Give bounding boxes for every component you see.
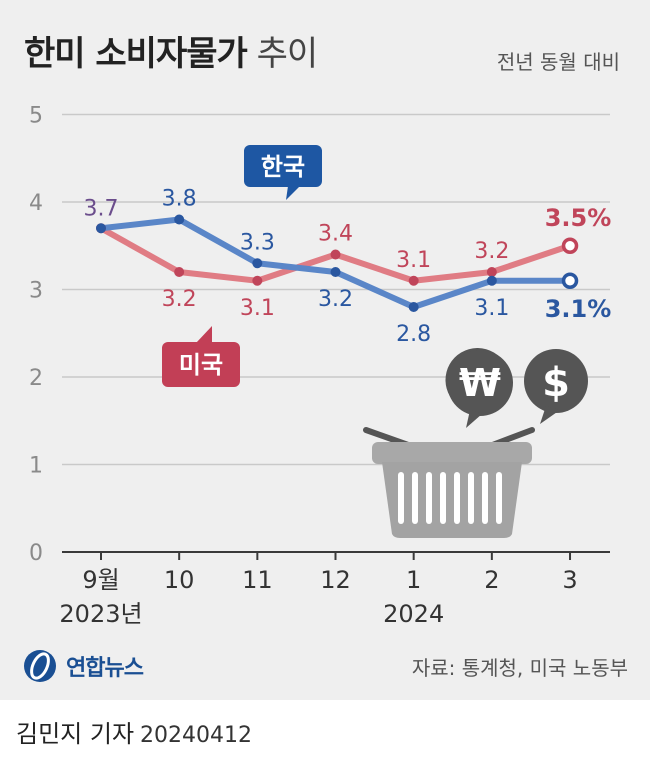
x-tick-label: 11 (242, 566, 273, 594)
data-point-end (561, 272, 579, 289)
year-label: 2024 (383, 600, 444, 628)
brand-name: 연합뉴스 (66, 656, 144, 681)
data-point (174, 267, 185, 277)
title-bold: 한미 소비자물가 (24, 34, 248, 74)
source-note: 자료: 통계청, 미국 노동부 (411, 656, 628, 680)
y-tick-label: 1 (29, 454, 43, 479)
data-point (330, 267, 341, 277)
legend-callout-us: 미국 (162, 326, 240, 387)
data-point-end (561, 237, 579, 254)
data-point (408, 275, 419, 286)
title-light: 추이 (256, 34, 319, 74)
won-coin-icon: ₩ (445, 348, 513, 428)
chart-title: 한미 소비자물가 추이 (24, 26, 319, 75)
date: 20240412 (140, 723, 253, 748)
byline: 김민지 기자 20240412 (16, 714, 252, 749)
data-label: 3.2 (474, 239, 509, 264)
data-point (96, 223, 106, 234)
year-label: 2023년 (59, 600, 142, 628)
data-label: 3.7 (84, 196, 119, 221)
footer: 김민지 기자 20240412 (0, 700, 650, 762)
dollar-coin-icon: $ (524, 349, 588, 424)
brand-logo: 연합뉴스 (22, 646, 144, 686)
y-tick-label: 2 (29, 366, 43, 391)
data-label: 3.5% (545, 204, 612, 232)
data-point (486, 275, 497, 286)
y-tick-label: 0 (29, 541, 43, 566)
data-point (408, 302, 419, 312)
x-tick-label: 12 (320, 566, 351, 594)
y-tick-label: 4 (29, 191, 43, 216)
data-label: 2.8 (396, 322, 431, 347)
x-tick-label: 10 (164, 566, 195, 594)
data-label: 3.1 (474, 296, 509, 321)
y-tick-label: 3 (29, 279, 43, 304)
data-point (330, 249, 341, 260)
unit-note: 전년 동월 대비 (496, 50, 620, 74)
data-point (252, 275, 263, 286)
data-label: 3.1% (545, 295, 612, 323)
legend-label: 한국 (261, 153, 305, 181)
data-label: 3.2 (162, 287, 197, 312)
author: 김민지 기자 (16, 720, 135, 748)
x-tick-label: 2 (484, 566, 499, 594)
svg-text:₩: ₩ (459, 361, 501, 405)
data-point (174, 214, 185, 225)
legend-callout-korea: 한국 (244, 145, 322, 200)
legend-label: 미국 (179, 351, 223, 379)
x-tick-label: 1 (406, 566, 421, 594)
data-label: 3.8 (162, 187, 197, 212)
shopping-basket-illustration: ₩ $ (363, 348, 588, 538)
data-label: 3.3 (240, 230, 275, 255)
x-tick-label: 3 (562, 566, 577, 594)
data-point (252, 258, 263, 269)
svg-text:$: $ (542, 360, 570, 406)
data-label: 3.4 (318, 222, 353, 247)
data-label: 3.2 (318, 287, 353, 312)
y-tick-label: 5 (29, 104, 43, 129)
data-label: 3.1 (396, 248, 431, 273)
yonhap-logo-icon (24, 650, 56, 682)
data-label: 3.1 (240, 296, 275, 321)
x-tick-label: 9월 (82, 566, 119, 594)
data-point (486, 267, 497, 277)
